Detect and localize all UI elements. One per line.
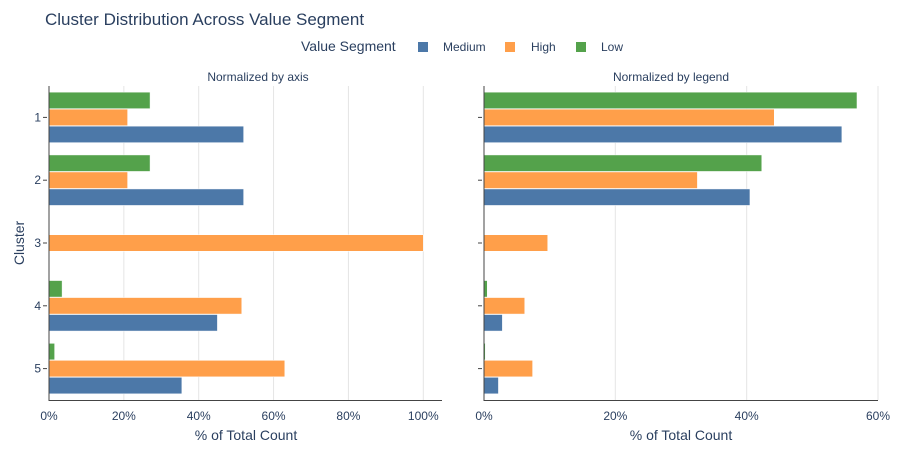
panel-left-subtitle: Normalized by axis — [207, 70, 308, 84]
y-tick-labels: 1 2 3 4 5 — [34, 110, 482, 376]
y-tick-label-cluster-5: 5 — [34, 362, 41, 376]
bar-low-cluster-5[interactable] — [48, 343, 55, 361]
bar-medium-cluster-2[interactable] — [483, 188, 751, 206]
bar-high-cluster-5[interactable] — [48, 360, 286, 378]
x-tick-label: 100% — [408, 409, 439, 423]
bar-low-cluster-1[interactable] — [483, 91, 858, 109]
bar-high-cluster-3[interactable] — [483, 234, 548, 252]
bar-medium-cluster-1[interactable] — [483, 125, 843, 143]
x-tick-label: 20% — [112, 409, 136, 423]
legend-label-medium: Medium — [443, 40, 486, 54]
bar-high-cluster-2[interactable] — [483, 171, 698, 189]
x-tick-label: 0% — [40, 409, 58, 423]
bar-high-cluster-4[interactable] — [48, 297, 243, 315]
panel-right-subtitle: Normalized by legend — [613, 70, 729, 84]
y-tick-label-cluster-3: 3 — [34, 236, 41, 250]
y-tick-label-cluster-2: 2 — [34, 173, 41, 187]
x-tick-label: 0% — [475, 409, 493, 423]
bar-medium-cluster-5[interactable] — [483, 377, 499, 395]
bar-high-cluster-5[interactable] — [483, 360, 533, 378]
legend-item-low[interactable]: Low — [576, 40, 623, 54]
legend-swatch-medium — [418, 42, 428, 52]
bar-low-cluster-1[interactable] — [48, 91, 151, 109]
y-tick-label-cluster-4: 4 — [34, 299, 41, 313]
x-tick-label: 60% — [262, 409, 286, 423]
panel-left: 0% 20% 40% 60% 80% 100% — [40, 86, 442, 423]
bar-medium-cluster-2[interactable] — [48, 188, 244, 206]
y-tick-label-cluster-1: 1 — [34, 110, 41, 124]
bar-high-cluster-2[interactable] — [48, 171, 128, 189]
bar-low-cluster-2[interactable] — [483, 154, 763, 172]
legend-item-high[interactable]: High — [505, 40, 556, 54]
x-tick-label: 60% — [866, 409, 890, 423]
bar-high-cluster-1[interactable] — [48, 108, 128, 126]
bar-medium-cluster-1[interactable] — [48, 125, 244, 143]
bar-medium-cluster-4[interactable] — [483, 314, 503, 332]
legend-swatch-low — [576, 42, 586, 52]
panel-right: 0% 20% 40% 60% — [475, 86, 890, 423]
x-tick-label: 20% — [603, 409, 627, 423]
bar-low-cluster-4[interactable] — [48, 280, 63, 298]
legend-swatch-high — [505, 42, 515, 52]
bar-high-cluster-3[interactable] — [48, 234, 424, 252]
bar-medium-cluster-5[interactable] — [48, 377, 183, 395]
legend: Value Segment Medium High Low — [301, 38, 623, 54]
y-axis-title: Cluster — [11, 220, 27, 265]
x-axis-title-right: % of Total Count — [630, 427, 733, 443]
x-axis-title-left: % of Total Count — [195, 427, 298, 443]
bar-low-cluster-2[interactable] — [48, 154, 151, 172]
x-tick-label: 40% — [187, 409, 211, 423]
x-tick-label: 40% — [735, 409, 759, 423]
x-tick-label: 80% — [336, 409, 360, 423]
bar-high-cluster-4[interactable] — [483, 297, 525, 315]
chart-title: Cluster Distribution Across Value Segmen… — [45, 10, 364, 29]
legend-item-medium[interactable]: Medium — [418, 40, 486, 54]
bar-medium-cluster-4[interactable] — [48, 314, 218, 332]
legend-label-low: Low — [601, 40, 623, 54]
legend-label-high: High — [531, 40, 556, 54]
bar-high-cluster-1[interactable] — [483, 108, 775, 126]
legend-title: Value Segment — [301, 38, 396, 54]
